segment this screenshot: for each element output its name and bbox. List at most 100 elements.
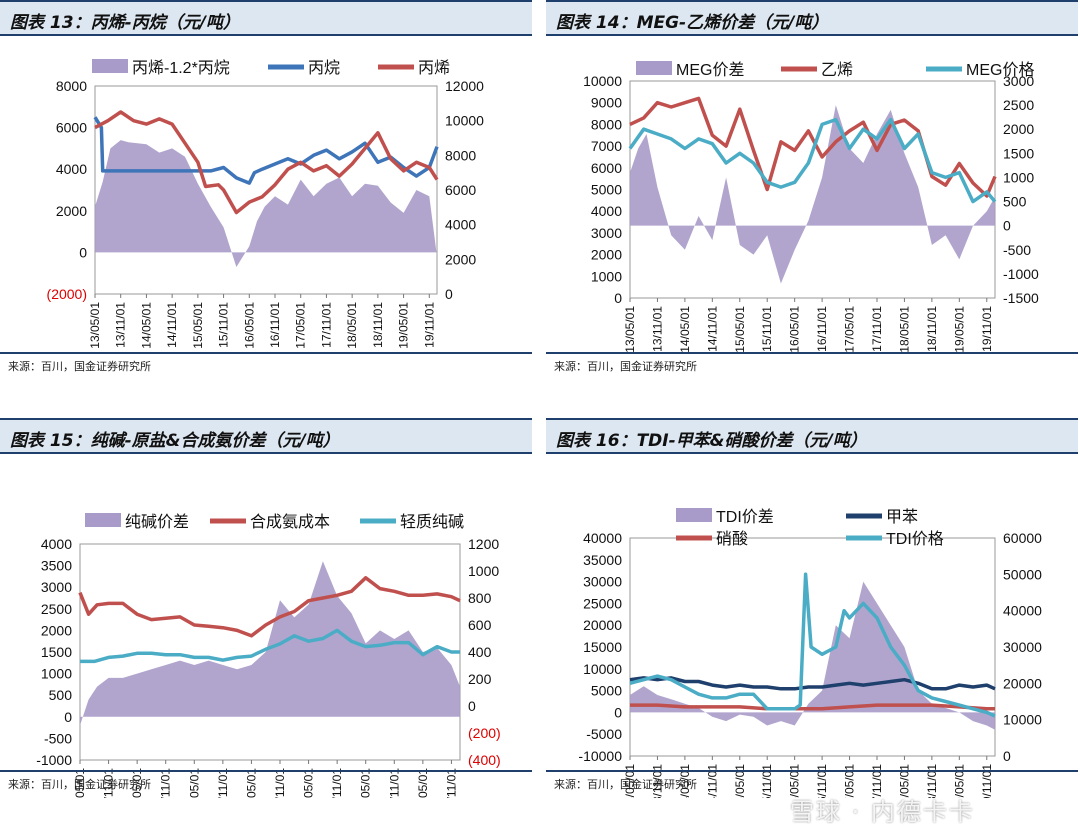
x-tick-label: 16/05/01 <box>788 764 802 798</box>
x-tick-label: 15/05/01 <box>733 306 747 353</box>
x-tick-label: 18/05/01 <box>359 768 373 798</box>
legend-swatch <box>636 61 672 75</box>
y-right-tick-label: 2000 <box>1003 121 1034 137</box>
legend-swatch <box>92 59 128 73</box>
chart-14: 0100020003000400050006000700080009000100… <box>583 61 1039 353</box>
y-left-tick-label: 2000 <box>56 203 87 219</box>
x-tick-label: 18/05/01 <box>897 306 911 353</box>
x-tick-label: 19/11/01 <box>422 302 436 348</box>
y-right-tick-label: 200 <box>468 671 492 687</box>
y-right-tick-label: (400) <box>468 752 501 768</box>
x-tick-label: 14/11/01 <box>705 764 719 798</box>
x-tick-label: 17/11/01 <box>319 302 333 348</box>
y-right-tick-label: 0 <box>445 286 453 302</box>
x-tick-label: 15/11/01 <box>760 306 774 352</box>
y-left-tick-label: 10000 <box>583 661 622 677</box>
y-right-tick-label: 0 <box>468 698 476 714</box>
x-tick-label: 18/11/01 <box>371 302 385 348</box>
x-tick-label: 18/11/01 <box>387 768 401 798</box>
y-left-tick-label: 8000 <box>591 116 622 132</box>
y-left-tick-label: -1000 <box>36 752 72 768</box>
x-tick-label: 18/05/01 <box>345 302 359 349</box>
x-tick-label: 15/11/01 <box>216 768 230 798</box>
x-tick-label: 19/11/01 <box>444 768 458 798</box>
source-text: 来源：百川，国金证券研究所 <box>8 360 151 373</box>
y-left-tick-label: 0 <box>64 709 72 725</box>
legend-label: 纯碱价差 <box>125 513 189 531</box>
y-right-tick-label: 6000 <box>445 182 476 198</box>
y-left-tick-label: 5000 <box>591 683 622 699</box>
legend-label: TDI价差 <box>716 508 774 526</box>
x-tick-label: 18/11/01 <box>925 764 939 798</box>
series-line-2 <box>80 628 460 664</box>
legend-swatch <box>676 508 712 522</box>
x-tick-label: 14/05/01 <box>678 306 692 353</box>
legend-label: 乙烯 <box>821 61 853 79</box>
y-right-tick-label: 50000 <box>1003 566 1042 582</box>
y-left-tick-label: -500 <box>44 730 72 746</box>
y-left-tick-label: 3000 <box>41 579 72 595</box>
chart-panel-15: 图表 15：纯碱-原盐&合成氨价差（元/吨） -1000 -500 0 500 1000… <box>0 418 532 824</box>
y-right-tick-label: 0 <box>1003 218 1011 234</box>
x-tick-label: 16/05/01 <box>242 302 256 349</box>
watermark: 雪球 · 内德卡卡 <box>790 798 975 826</box>
x-tick-label: 19/05/01 <box>952 306 966 353</box>
y-right-tick-label: 10000 <box>1003 712 1042 728</box>
legend-label: 合成氨成本 <box>250 513 330 531</box>
chart-title-bar: 图表 16：TDI-甲苯&硝酸价差（元/吨） <box>546 418 1078 454</box>
x-tick-label: 17/05/01 <box>843 306 857 353</box>
x-tick-label: 13/05/01 <box>73 768 87 798</box>
legend-label: MEG价格 <box>966 61 1034 79</box>
y-right-tick-label: -1500 <box>1003 290 1039 306</box>
y-right-tick-label: 2500 <box>1003 97 1034 113</box>
y-left-tick-label: 3500 <box>41 558 72 574</box>
y-right-tick-label: 3000 <box>1003 73 1034 89</box>
x-tick-label: 16/11/01 <box>815 306 829 352</box>
y-left-tick-label: 2500 <box>41 601 72 617</box>
y-left-tick-label: -5000 <box>586 726 622 742</box>
chart-title: 图表 16：TDI-甲苯&硝酸价差（元/吨） <box>556 431 867 451</box>
y-left-tick-label: 10000 <box>583 73 622 89</box>
x-tick-label: 14/11/01 <box>705 306 719 352</box>
y-right-tick-label: 8000 <box>445 147 476 163</box>
x-tick-label: 13/05/01 <box>88 302 102 349</box>
x-tick-label: 13/11/01 <box>114 302 128 348</box>
y-right-tick-label: 1500 <box>1003 145 1034 161</box>
y-left-tick-label: 8000 <box>56 78 87 94</box>
y-left-tick-label: 25000 <box>583 595 622 611</box>
y-left-tick-label: 6000 <box>591 160 622 176</box>
x-tick-label: 16/11/01 <box>268 302 282 348</box>
y-left-tick-label: 30000 <box>583 574 622 590</box>
chart-13: (2000) 0 2000 4000 6000 8000 0 2000 4000 6000 8000… <box>47 59 484 349</box>
x-tick-label: 17/11/01 <box>870 306 884 352</box>
x-tick-label: 15/05/01 <box>191 302 205 349</box>
x-tick-label: 14/05/01 <box>130 768 144 798</box>
y-right-tick-label: 1200 <box>468 536 499 552</box>
legend-label: 丙烷 <box>308 59 340 77</box>
x-tick-label: 17/11/01 <box>330 768 344 798</box>
y-left-tick-label: 40000 <box>583 530 622 546</box>
x-tick-label: 16/11/01 <box>273 768 287 798</box>
y-right-tick-label: 40000 <box>1003 603 1042 619</box>
y-left-tick-label: 7000 <box>591 138 622 154</box>
x-tick-label: 19/11/01 <box>980 306 994 352</box>
y-left-tick-label: 1000 <box>591 268 622 284</box>
legend-label: 甲苯 <box>886 508 918 526</box>
legend-swatch <box>85 513 121 527</box>
legend-label: 丙烯 <box>418 59 450 77</box>
y-left-tick-label: 0 <box>614 704 622 720</box>
legend-label: 轻质纯碱 <box>400 513 464 531</box>
x-tick-label: 15/05/01 <box>733 764 747 798</box>
y-right-tick-label: 600 <box>468 617 492 633</box>
x-tick-label: 13/11/01 <box>650 306 664 352</box>
legend-label: 硝酸 <box>716 530 748 548</box>
x-tick-label: 16/05/01 <box>788 306 802 353</box>
plot-frame <box>629 80 996 299</box>
y-left-tick-label: 1000 <box>41 666 72 682</box>
x-tick-label: 19/05/01 <box>416 768 430 798</box>
chart-panel-16: 图表 16：TDI-甲苯&硝酸价差（元/吨） -10000 -5000 0 5000 1… <box>546 418 1078 824</box>
chart-16: -10000 -5000 0 5000 10000 15000 20000 25000 3000… <box>578 508 1042 798</box>
x-tick-label: 17/05/01 <box>294 302 308 349</box>
y-right-tick-label: (200) <box>468 725 501 741</box>
y-left-tick-label: 0 <box>614 290 622 306</box>
